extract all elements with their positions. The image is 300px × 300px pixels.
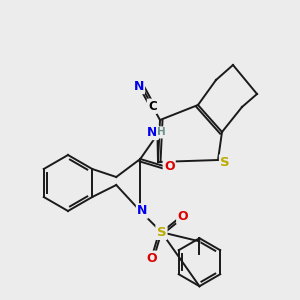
Text: S: S [220, 155, 230, 169]
Text: N: N [134, 80, 144, 93]
Text: O: O [177, 210, 188, 223]
Text: N: N [147, 126, 158, 139]
Text: H: H [157, 128, 166, 137]
Text: O: O [147, 252, 158, 265]
Text: S: S [157, 226, 166, 239]
Text: N: N [137, 205, 147, 218]
Text: C: C [148, 100, 157, 113]
Text: O: O [164, 160, 175, 173]
